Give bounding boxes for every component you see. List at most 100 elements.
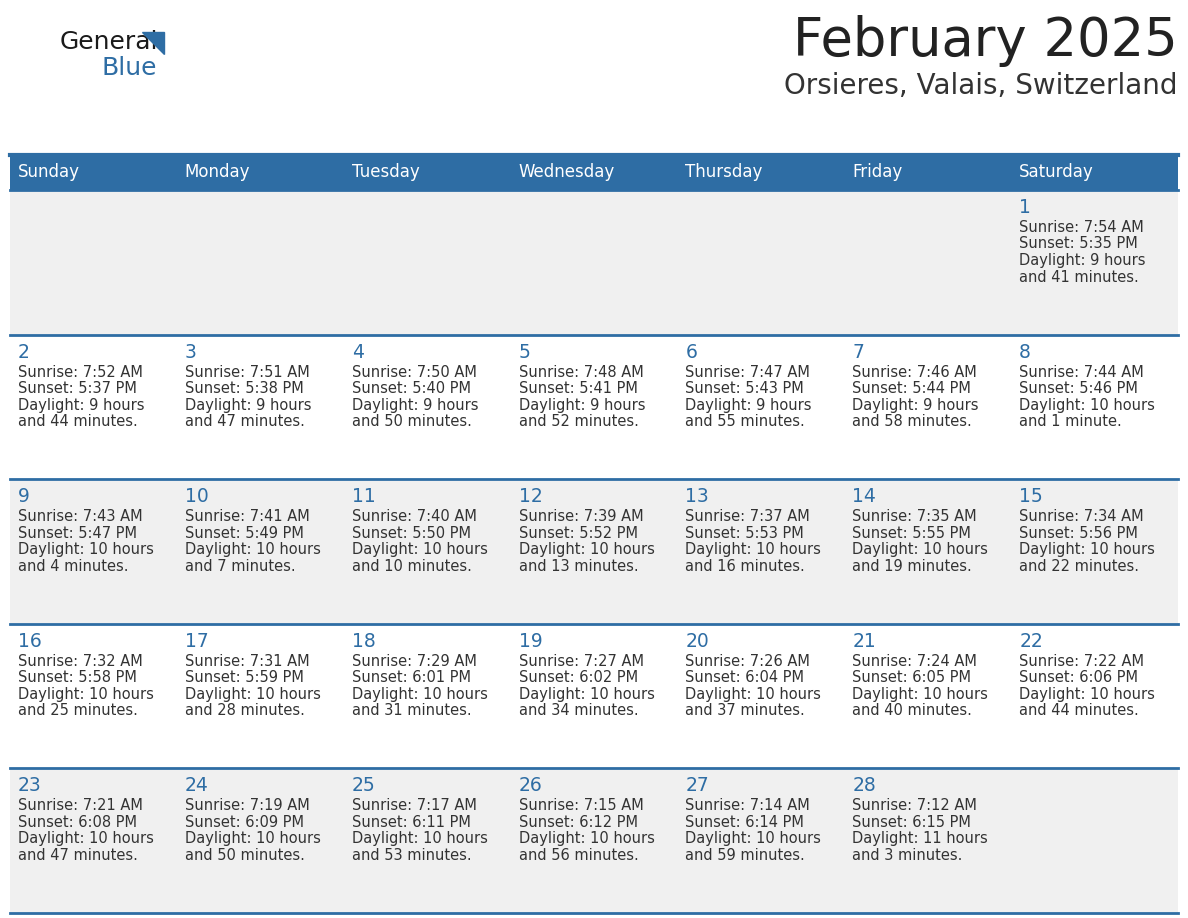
Text: 2: 2	[18, 342, 30, 362]
Text: Sunrise: 7:19 AM: Sunrise: 7:19 AM	[185, 799, 310, 813]
Text: 24: 24	[185, 777, 209, 795]
Text: Daylight: 9 hours: Daylight: 9 hours	[1019, 253, 1145, 268]
Text: Sunrise: 7:54 AM: Sunrise: 7:54 AM	[1019, 220, 1144, 235]
Text: and 37 minutes.: and 37 minutes.	[685, 703, 805, 718]
Text: Sunrise: 7:31 AM: Sunrise: 7:31 AM	[185, 654, 310, 669]
Text: 26: 26	[519, 777, 542, 795]
Text: Daylight: 9 hours: Daylight: 9 hours	[519, 397, 645, 412]
Text: Sunrise: 7:22 AM: Sunrise: 7:22 AM	[1019, 654, 1144, 669]
Text: and 13 minutes.: and 13 minutes.	[519, 559, 638, 574]
Text: and 47 minutes.: and 47 minutes.	[18, 848, 138, 863]
Text: and 40 minutes.: and 40 minutes.	[852, 703, 972, 718]
Text: and 31 minutes.: and 31 minutes.	[352, 703, 472, 718]
Text: Sunrise: 7:51 AM: Sunrise: 7:51 AM	[185, 364, 310, 380]
Text: and 53 minutes.: and 53 minutes.	[352, 848, 472, 863]
Text: Daylight: 9 hours: Daylight: 9 hours	[352, 397, 479, 412]
Text: 1: 1	[1019, 198, 1031, 217]
Text: and 19 minutes.: and 19 minutes.	[852, 559, 972, 574]
Text: 4: 4	[352, 342, 364, 362]
Text: Sunrise: 7:39 AM: Sunrise: 7:39 AM	[519, 509, 643, 524]
Text: Sunset: 6:05 PM: Sunset: 6:05 PM	[852, 670, 972, 686]
Text: Sunrise: 7:32 AM: Sunrise: 7:32 AM	[18, 654, 143, 669]
Text: 11: 11	[352, 487, 375, 506]
Text: 25: 25	[352, 777, 375, 795]
Text: 12: 12	[519, 487, 542, 506]
Bar	[1011, 155, 1178, 190]
Text: 3: 3	[185, 342, 197, 362]
Text: General: General	[61, 30, 158, 54]
Text: Sunrise: 7:46 AM: Sunrise: 7:46 AM	[852, 364, 977, 380]
Text: and 28 minutes.: and 28 minutes.	[185, 703, 305, 718]
Text: Sunset: 5:43 PM: Sunset: 5:43 PM	[685, 381, 804, 396]
Text: and 59 minutes.: and 59 minutes.	[685, 848, 805, 863]
Text: Sunset: 5:35 PM: Sunset: 5:35 PM	[1019, 237, 1138, 252]
Text: Sunset: 5:56 PM: Sunset: 5:56 PM	[1019, 526, 1138, 541]
Text: Sunrise: 7:41 AM: Sunrise: 7:41 AM	[185, 509, 310, 524]
Text: and 44 minutes.: and 44 minutes.	[18, 414, 138, 429]
Text: Tuesday: Tuesday	[352, 163, 419, 181]
Bar	[677, 155, 845, 190]
Text: Sunrise: 7:37 AM: Sunrise: 7:37 AM	[685, 509, 810, 524]
Text: Sunrise: 7:15 AM: Sunrise: 7:15 AM	[519, 799, 644, 813]
Text: and 52 minutes.: and 52 minutes.	[519, 414, 638, 429]
Text: Daylight: 10 hours: Daylight: 10 hours	[352, 543, 487, 557]
Text: and 16 minutes.: and 16 minutes.	[685, 559, 805, 574]
Text: 23: 23	[18, 777, 42, 795]
Bar	[10, 768, 1178, 913]
Text: Sunset: 5:52 PM: Sunset: 5:52 PM	[519, 526, 638, 541]
Text: and 50 minutes.: and 50 minutes.	[352, 414, 472, 429]
Text: Sunrise: 7:43 AM: Sunrise: 7:43 AM	[18, 509, 143, 524]
Text: Daylight: 10 hours: Daylight: 10 hours	[685, 543, 821, 557]
Text: Thursday: Thursday	[685, 163, 763, 181]
Text: and 10 minutes.: and 10 minutes.	[352, 559, 472, 574]
Text: Blue: Blue	[102, 56, 158, 80]
Text: Sunrise: 7:50 AM: Sunrise: 7:50 AM	[352, 364, 476, 380]
Text: 6: 6	[685, 342, 697, 362]
Bar	[177, 155, 343, 190]
Text: Daylight: 10 hours: Daylight: 10 hours	[852, 687, 988, 701]
Text: Daylight: 10 hours: Daylight: 10 hours	[185, 687, 321, 701]
Text: 27: 27	[685, 777, 709, 795]
Text: Daylight: 10 hours: Daylight: 10 hours	[352, 687, 487, 701]
Text: Daylight: 10 hours: Daylight: 10 hours	[1019, 397, 1155, 412]
Text: and 4 minutes.: and 4 minutes.	[18, 559, 128, 574]
Text: Wednesday: Wednesday	[519, 163, 615, 181]
Text: Daylight: 10 hours: Daylight: 10 hours	[18, 832, 154, 846]
Text: 22: 22	[1019, 632, 1043, 651]
Text: Sunrise: 7:24 AM: Sunrise: 7:24 AM	[852, 654, 978, 669]
Text: Sunset: 5:46 PM: Sunset: 5:46 PM	[1019, 381, 1138, 396]
Text: 19: 19	[519, 632, 542, 651]
Text: Sunrise: 7:47 AM: Sunrise: 7:47 AM	[685, 364, 810, 380]
Polygon shape	[143, 32, 164, 54]
Text: Daylight: 10 hours: Daylight: 10 hours	[18, 543, 154, 557]
Text: Sunrise: 7:17 AM: Sunrise: 7:17 AM	[352, 799, 476, 813]
Text: Daylight: 10 hours: Daylight: 10 hours	[185, 832, 321, 846]
Text: Sunset: 5:55 PM: Sunset: 5:55 PM	[852, 526, 971, 541]
Bar	[10, 155, 177, 190]
Text: Daylight: 10 hours: Daylight: 10 hours	[1019, 543, 1155, 557]
Text: February 2025: February 2025	[794, 15, 1178, 67]
Text: Daylight: 10 hours: Daylight: 10 hours	[519, 832, 655, 846]
Text: Daylight: 10 hours: Daylight: 10 hours	[685, 832, 821, 846]
Text: Daylight: 11 hours: Daylight: 11 hours	[852, 832, 988, 846]
Text: 15: 15	[1019, 487, 1043, 506]
Text: Sunset: 5:44 PM: Sunset: 5:44 PM	[852, 381, 971, 396]
Text: 13: 13	[685, 487, 709, 506]
Text: Daylight: 10 hours: Daylight: 10 hours	[852, 543, 988, 557]
Text: 18: 18	[352, 632, 375, 651]
Text: Daylight: 10 hours: Daylight: 10 hours	[185, 543, 321, 557]
Text: Sunrise: 7:40 AM: Sunrise: 7:40 AM	[352, 509, 476, 524]
Text: Sunrise: 7:44 AM: Sunrise: 7:44 AM	[1019, 364, 1144, 380]
Text: Monday: Monday	[185, 163, 251, 181]
Text: Sunset: 6:04 PM: Sunset: 6:04 PM	[685, 670, 804, 686]
Text: Sunset: 5:53 PM: Sunset: 5:53 PM	[685, 526, 804, 541]
Text: Sunset: 5:58 PM: Sunset: 5:58 PM	[18, 670, 137, 686]
Text: 20: 20	[685, 632, 709, 651]
Text: Sunset: 6:08 PM: Sunset: 6:08 PM	[18, 815, 137, 830]
Text: 17: 17	[185, 632, 209, 651]
Text: and 41 minutes.: and 41 minutes.	[1019, 270, 1139, 285]
Text: and 34 minutes.: and 34 minutes.	[519, 703, 638, 718]
Text: Daylight: 10 hours: Daylight: 10 hours	[685, 687, 821, 701]
Text: Daylight: 10 hours: Daylight: 10 hours	[519, 543, 655, 557]
Text: Sunset: 5:38 PM: Sunset: 5:38 PM	[185, 381, 304, 396]
